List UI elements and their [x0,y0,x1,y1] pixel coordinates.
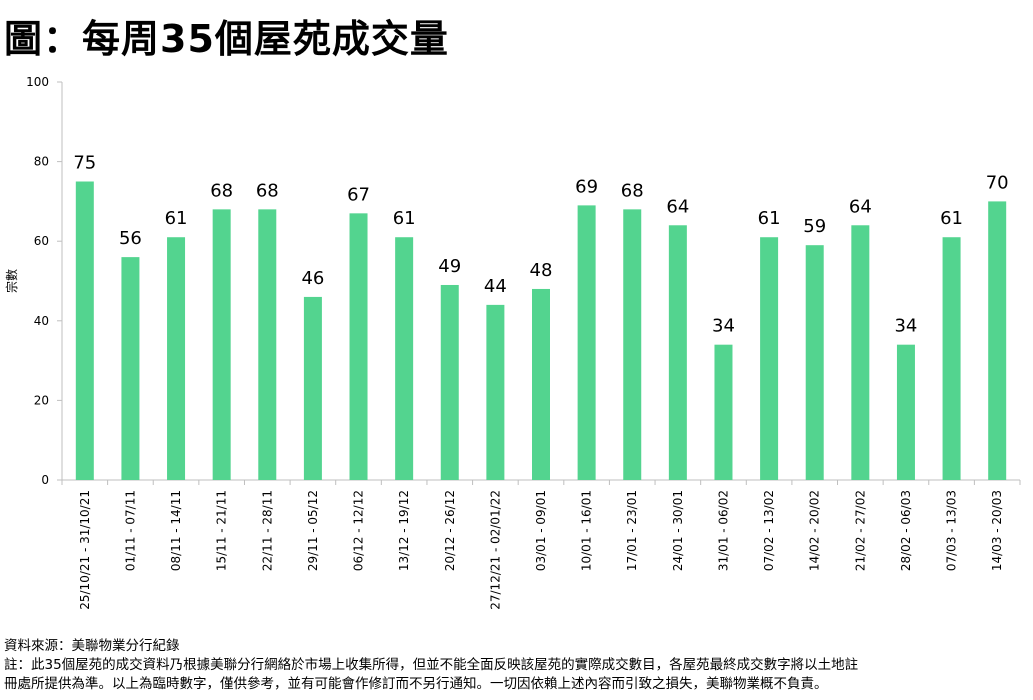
x-tick-label: 13/12 - 19/12 [397,490,411,571]
bar [805,245,824,480]
x-tick-label: 14/03 - 20/03 [990,490,1004,571]
x-tick-label: 22/11 - 28/11 [260,490,274,571]
data-label: 34 [894,316,917,337]
x-tick-label: 07/02 - 13/02 [762,490,776,571]
bar [395,237,414,480]
y-tick-label: 60 [34,234,49,248]
data-label: 61 [393,208,416,229]
data-label: 61 [165,208,188,229]
bar [623,209,642,481]
data-label: 69 [575,176,598,197]
y-axis-label: 宗數 [4,269,19,293]
data-label: 61 [758,208,781,229]
bar [577,205,596,480]
data-label: 68 [621,180,644,201]
x-tick-label: 03/01 - 09/01 [534,490,548,571]
data-label: 34 [712,316,735,337]
x-tick-label: 07/03 - 13/03 [945,490,959,571]
bar [942,237,961,480]
source-note: 資料來源：美聯物業分行紀錄 [4,638,180,654]
bar [714,344,733,480]
data-label: 68 [210,180,233,201]
bar [668,225,687,480]
data-label: 46 [301,268,324,289]
bar [851,225,870,480]
data-label: 75 [73,153,96,174]
data-label: 56 [119,228,142,249]
data-label: 59 [803,216,826,237]
bar [258,209,277,481]
bar [303,296,322,480]
x-tick-label: 31/01 - 06/02 [716,490,730,571]
data-label: 68 [256,180,279,201]
x-tick-label: 21/02 - 27/02 [853,490,867,571]
data-label: 64 [666,196,689,217]
x-tick-label: 15/11 - 21/11 [215,490,229,571]
bar [212,209,231,481]
y-tick-label: 0 [41,473,49,487]
y-tick-label: 20 [34,393,49,407]
x-tick-label: 24/01 - 30/01 [671,490,685,571]
x-tick-label: 10/01 - 16/01 [580,490,594,571]
disclaimer-line-1: 註：此35個屋苑的成交資料乃根據美聯分行網絡於市場上收集所得，但並不能全面反映該… [4,657,859,673]
bar [167,237,186,480]
x-tick-label: 17/01 - 23/01 [625,490,639,571]
bar [486,304,505,480]
x-tick-label: 01/11 - 07/11 [123,490,137,571]
data-label: 67 [347,184,370,205]
bar [532,288,550,480]
bar [760,237,779,480]
y-tick-label: 40 [34,314,49,328]
data-label: 48 [530,260,553,281]
data-label: 49 [438,256,461,277]
x-tick-label: 27/12/21 - 02/01/22 [488,490,502,610]
x-tick-label: 06/12 - 12/12 [352,490,366,571]
x-tick-label: 29/11 - 05/12 [306,490,320,571]
x-tick-label: 25/10/21 - 31/10/21 [78,490,92,610]
footer: 資料來源：美聯物業分行紀錄 註：此35個屋苑的成交資料乃根據美聯分行網絡於市場上… [4,637,858,694]
y-tick-label: 100 [26,75,49,89]
x-tick-label: 20/12 - 26/12 [443,490,457,571]
bar [349,213,368,480]
data-label: 64 [849,196,872,217]
bar [75,181,94,480]
bar [896,344,915,480]
x-tick-label: 08/11 - 14/11 [169,490,183,571]
x-tick-label: 28/02 - 06/03 [899,490,913,571]
bar [988,201,1007,480]
x-tick-label: 14/02 - 20/02 [808,490,822,571]
data-label: 44 [484,276,507,297]
data-label: 70 [986,172,1009,193]
y-tick-label: 80 [34,155,49,169]
bar [121,257,140,480]
bar-chart: 0 20 40 60 80 100 宗數 75 25/10/21 - 31/10/21 56 01/… [4,75,1021,610]
disclaimer-line-2: 冊處所提供為準。以上為臨時數字，僅供參考，並有可能會作修訂而不另行通知。一切因依… [4,676,828,692]
chart-title: 圖：每周35個屋苑成交量 [4,17,449,61]
data-label: 61 [940,208,963,229]
bar [440,284,459,480]
